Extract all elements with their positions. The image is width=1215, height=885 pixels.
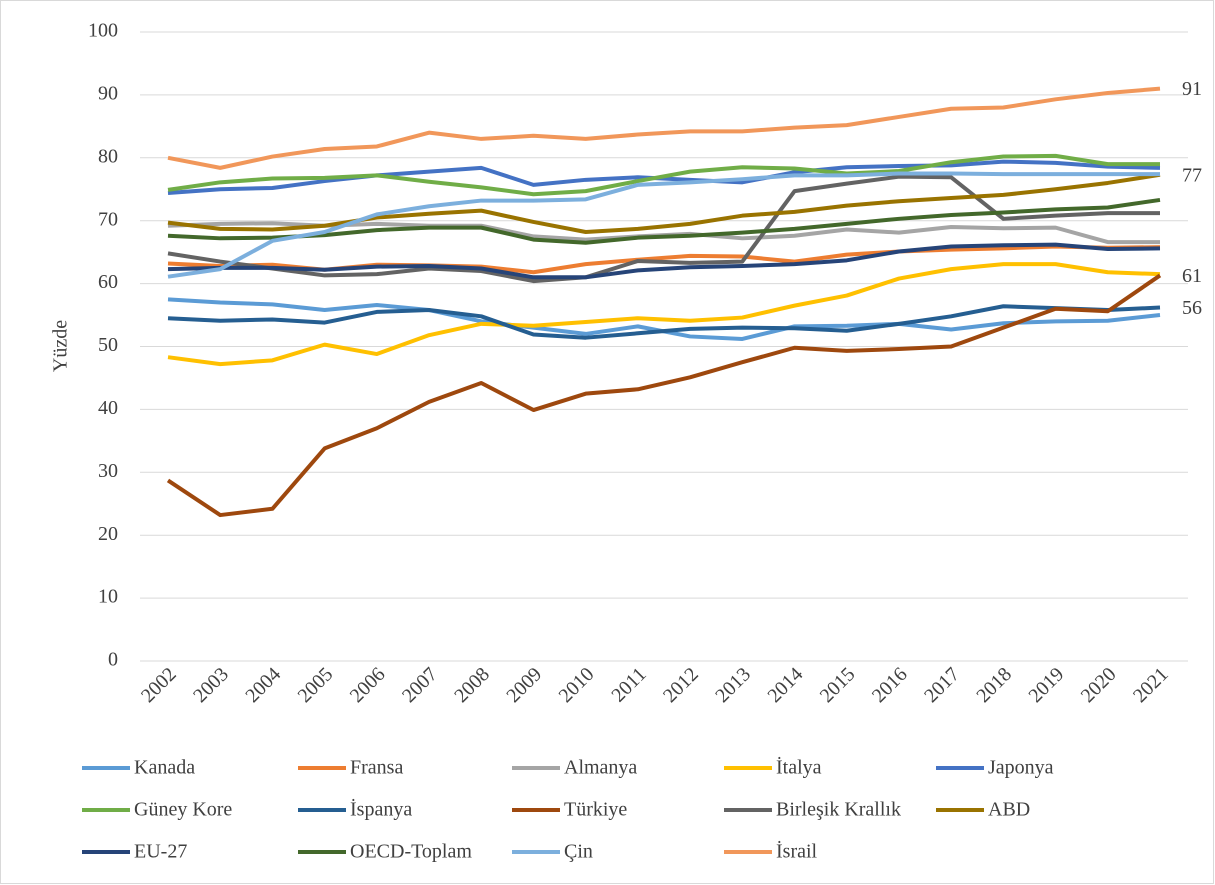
series-line bbox=[167, 153, 1160, 197]
y-axis-label: Yüzde bbox=[50, 320, 72, 372]
series-line bbox=[167, 171, 1160, 279]
y-tick-label: 70 bbox=[98, 208, 118, 230]
series-line bbox=[167, 197, 1161, 245]
y-tick-label: 50 bbox=[98, 334, 118, 356]
legend-label: Fransa bbox=[350, 757, 403, 779]
series-line bbox=[167, 159, 1161, 196]
legend-label: EU-27 bbox=[134, 841, 187, 863]
data-label: 77 bbox=[1182, 164, 1202, 186]
data-label: 91 bbox=[1182, 78, 1202, 100]
legend-label: İtalya bbox=[776, 756, 822, 779]
data-label: 56 bbox=[1182, 297, 1202, 319]
y-tick-label: 0 bbox=[108, 649, 118, 671]
legend-label: İspanya bbox=[350, 798, 412, 821]
legend-label: Birleşik Krallık bbox=[776, 799, 901, 821]
y-tick-label: 40 bbox=[98, 397, 118, 419]
series-line bbox=[167, 86, 1161, 170]
data-label: 61 bbox=[1182, 265, 1202, 287]
y-tick-label: 10 bbox=[98, 586, 118, 608]
legend-label: Kanada bbox=[134, 757, 195, 779]
series-line bbox=[167, 304, 1161, 340]
legend-label: Almanya bbox=[564, 757, 637, 779]
y-tick-label: 20 bbox=[98, 523, 118, 545]
y-tick-label: 90 bbox=[98, 82, 118, 104]
legend-label: Türkiye bbox=[564, 799, 627, 821]
legend-label: Çin bbox=[564, 841, 593, 863]
y-tick-label: 100 bbox=[88, 20, 118, 42]
legend-label: İsrail bbox=[776, 840, 818, 863]
y-tick-label: 80 bbox=[98, 145, 118, 167]
y-tick-label: 30 bbox=[98, 460, 118, 482]
series-line bbox=[167, 262, 1161, 367]
series-line bbox=[167, 242, 1161, 280]
legend-label: OECD-Toplam bbox=[350, 841, 472, 863]
series-line bbox=[167, 172, 1161, 235]
series-line bbox=[166, 273, 1162, 518]
y-tick-label: 60 bbox=[98, 271, 118, 293]
legend-label: Japonya bbox=[988, 757, 1054, 779]
legend-label: ABD bbox=[988, 799, 1030, 821]
legend-label: Güney Kore bbox=[134, 799, 232, 821]
